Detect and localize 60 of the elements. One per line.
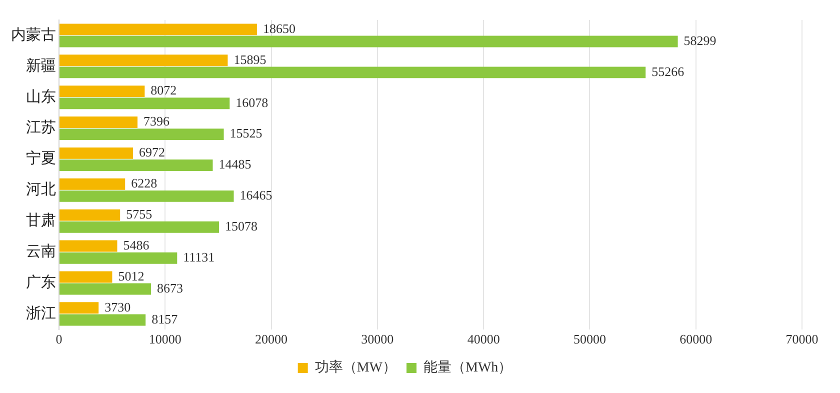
data-label: 15525 [230, 126, 262, 141]
bar [60, 190, 234, 202]
x-tick-label: 0 [56, 332, 62, 347]
bar [60, 178, 126, 190]
data-label: 15078 [225, 218, 258, 234]
data-label: 7396 [144, 114, 170, 129]
data-label: 5012 [118, 268, 144, 284]
x-tick-label: 40000 [467, 332, 500, 347]
bar [60, 24, 257, 36]
bar [60, 116, 138, 128]
y-tick-label: 云南 [26, 242, 56, 260]
bar [60, 252, 178, 264]
data-label: 8072 [150, 82, 177, 98]
legend-label: 功率（MW） [314, 360, 397, 376]
bar [60, 147, 134, 159]
x-tick-label: 10000 [148, 332, 182, 347]
x-tick-label: 60000 [680, 332, 712, 347]
data-label: 3730 [104, 299, 131, 314]
data-label: 58299 [684, 32, 716, 48]
y-tick-label: 河北 [26, 181, 56, 198]
bar [60, 271, 112, 283]
data-label: 14485 [218, 156, 252, 172]
bar [60, 209, 120, 221]
data-label: 8157 [152, 311, 178, 326]
data-label: 16465 [240, 188, 272, 203]
bar [60, 36, 678, 48]
data-label: 5755 [126, 206, 152, 222]
data-label: 15895 [234, 52, 266, 67]
bar [60, 302, 99, 314]
y-tick-label: 宁夏 [26, 150, 56, 168]
y-tick-label: 山东 [26, 88, 56, 106]
legend-label: 能量（MWh） [424, 360, 512, 376]
y-tick-label: 新疆 [26, 57, 56, 74]
bar [60, 66, 646, 78]
y-tick-label: 甘肃 [26, 212, 56, 230]
bar [60, 54, 228, 66]
y-tick-label: 江苏 [26, 119, 56, 136]
x-tick-label: 50000 [573, 332, 606, 347]
bar [60, 98, 230, 110]
bar [60, 128, 224, 140]
bar [60, 86, 145, 98]
bar [60, 221, 220, 233]
data-label: 18650 [262, 20, 296, 36]
data-label: 5486 [123, 237, 150, 252]
data-label: 8673 [157, 280, 184, 296]
y-tick-label: 广东 [26, 274, 56, 291]
bar [60, 314, 146, 326]
y-tick-label: 浙江 [26, 304, 56, 322]
bar [60, 283, 152, 295]
data-label: 16078 [236, 94, 268, 110]
y-tick-label: 内蒙古 [11, 26, 56, 44]
data-label: 6228 [131, 176, 158, 191]
data-label: 11131 [183, 250, 215, 265]
x-tick-label: 30000 [361, 332, 394, 347]
x-tick-label: 20000 [255, 332, 288, 347]
data-label: 6972 [139, 144, 166, 160]
x-tick-label: 70000 [786, 332, 818, 347]
bar [60, 160, 213, 171]
data-label: 55266 [652, 64, 685, 79]
bar [60, 240, 118, 252]
